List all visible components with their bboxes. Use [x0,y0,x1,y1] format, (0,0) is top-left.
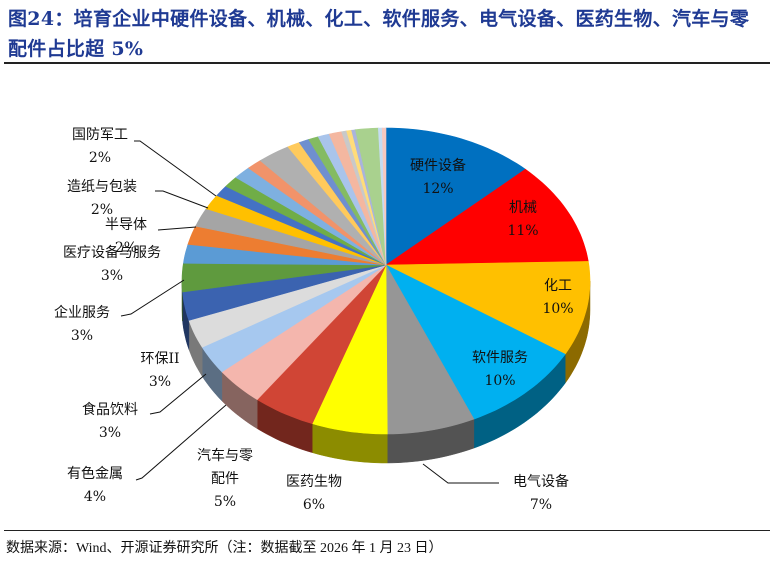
slice-label-国防军工: 国防军工 2% [72,127,128,166]
slice-label-环保II: 环保II 3% [140,351,179,390]
slice-label-软件服务: 软件服务 10% [472,350,528,389]
pie-slice-other-31 [381,127,387,266]
label-leader-lines [120,140,499,484]
leader-line-有色金属 [135,404,227,481]
slice-label-医疗设备与服务: 医疗设备与服务 3% [63,244,161,284]
pie-slice-食品饮料 [201,264,387,373]
slice-label-化工: 化工 10% [542,278,573,317]
pie-slice-国防军工 [195,208,387,266]
pie-slice-企业服务 [182,264,387,321]
slice-label-医药生物: 医药生物 6% [286,474,342,513]
slice-label-造纸与包装: 造纸与包装 2% [67,179,137,218]
source-note: 数据来源：Wind、开源证券研究所（注：数据截至 2026 年 1 月 23 日… [6,541,443,556]
pie-slice-汽车与零配件 [256,264,387,424]
slice-label-企业服务: 企业服务 3% [54,304,110,344]
pie-slice-化工 [385,261,591,355]
source-divider [4,530,770,531]
leader-line-电气设备 [422,463,499,484]
slice-label-有色金属: 有色金属 4% [67,465,123,505]
pie-slice-硬件设备 [385,127,526,266]
leader-line-食品饮料 [149,373,207,415]
slice-label-机械: 机械 11% [507,200,538,239]
slice-label-食品饮料: 食品饮料 3% [82,401,138,441]
slice-label-硬件设备: 硬件设备 12% [410,157,466,197]
slice-label-电气设备: 电气设备 7% [513,473,569,513]
pie-slice-other-20 [259,146,387,266]
figure-title: 图24：培育企业中硬件设备、机械、化工、软件服务、电气设备、医药生物、汽车与零配… [8,8,750,60]
pie-slice-有色金属 [221,264,387,400]
slice-label-半导体: 半导体 2% [105,217,147,256]
leader-line-造纸与包装 [155,190,209,209]
slice-labels: 硬件设备 12% 机械 11% 化工 10% 软件服务 10% 电气设备 7% 医药生物 6% 汽车与零… [54,127,574,513]
slice-label-汽车与零配件: 汽车与零配件 5% [197,447,253,510]
pie-slice-软件服务 [385,264,566,420]
pie-slice-医药生物 [311,264,388,435]
leader-line-国防军工 [134,140,217,197]
pie-slice-环保II [188,264,387,348]
title-divider [4,62,770,64]
pie-slices [181,127,591,435]
pie-slice-医疗设备与服务 [181,262,387,293]
leader-line-企业服务 [120,279,185,317]
pie-slice-电气设备 [385,263,475,435]
leader-line-半导体 [157,226,197,231]
pie-slice-机械 [385,168,589,266]
